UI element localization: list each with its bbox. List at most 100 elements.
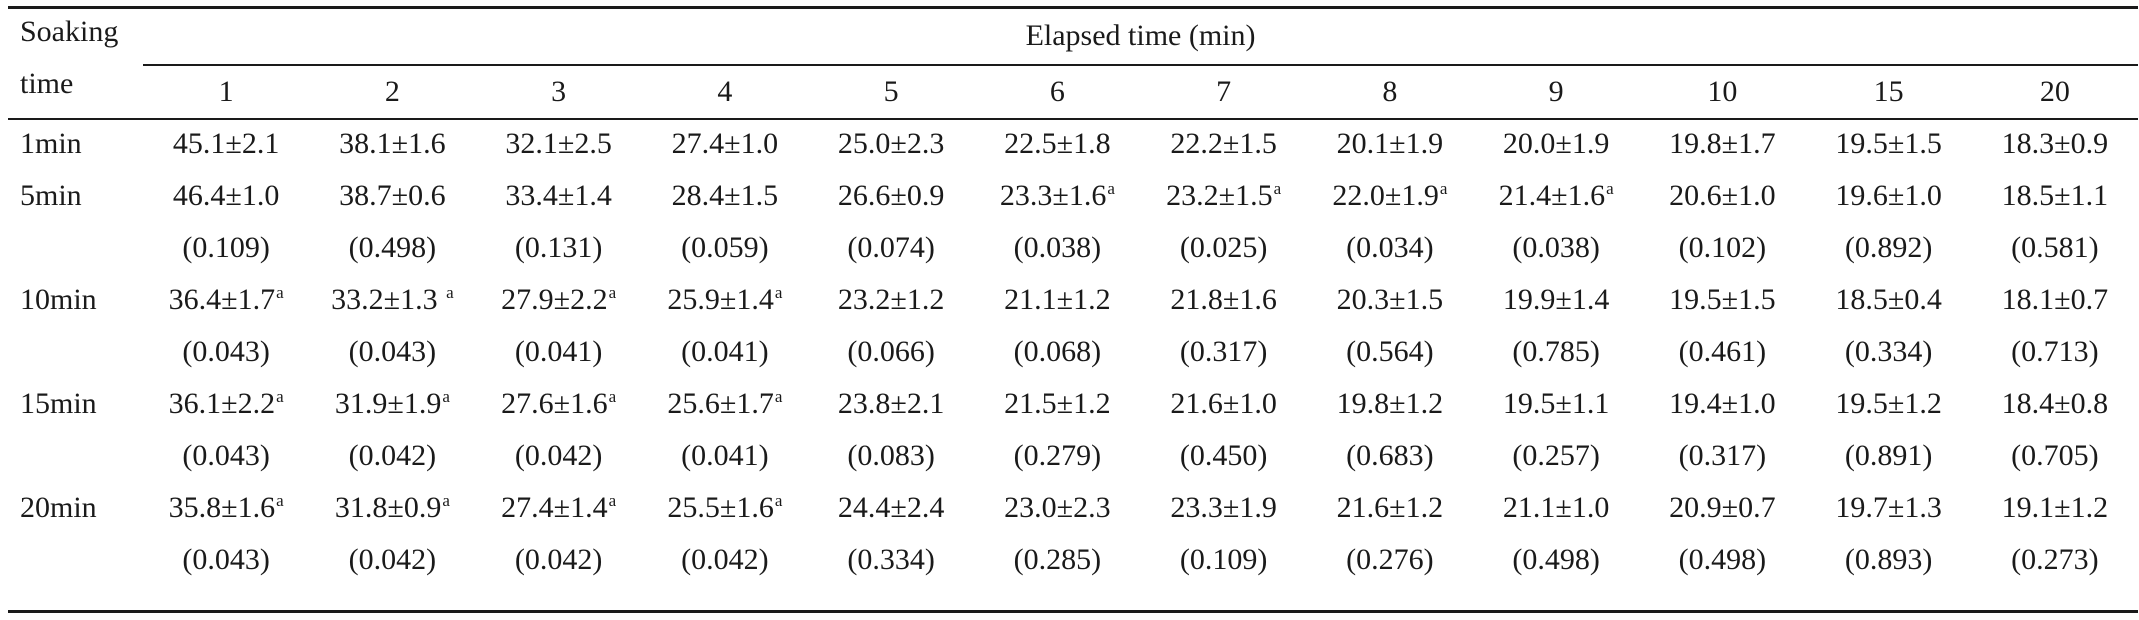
significance-mark: a: [774, 491, 783, 510]
value-cell: 18.3±0.9: [1972, 118, 2138, 170]
p-value-cell: (0.713): [2011, 335, 2099, 368]
value-cell: 19.4±1.0: [1639, 378, 1805, 430]
p-value-cell: (0.083): [847, 439, 935, 472]
value-cell: 19.8±1.7: [1639, 118, 1805, 170]
p-value-cell: (0.892): [1844, 231, 1933, 264]
row-label: 1min: [20, 127, 82, 160]
value-text: 27.4±1.4: [501, 491, 608, 524]
value-cell: 35.8±1.6a: [143, 482, 309, 534]
value-text: 20.3±1.5: [1336, 283, 1444, 316]
value-cell: 18.5±1.1: [1972, 170, 2138, 222]
value-text: 27.6±1.6: [501, 387, 608, 420]
column-header: 4: [717, 75, 733, 108]
value-text: 19.4±1.0: [1669, 387, 1776, 420]
p-value-cell: (0.279): [1013, 439, 1102, 472]
value-cell: 19.9±1.4: [1473, 274, 1639, 326]
p-value-cell: (0.276): [1346, 543, 1434, 576]
value-text: 18.4±0.8: [2001, 387, 2109, 420]
value-cell: 27.6±1.6a: [476, 378, 642, 430]
p-value-cell: (0.317): [1179, 335, 1268, 368]
p-value-cell: (0.257): [1512, 439, 1600, 472]
value-cell: 23.0±2.3: [974, 482, 1140, 534]
value-text: 46.4±1.0: [172, 179, 280, 212]
row-label: 15min: [20, 387, 97, 420]
value-text: 45.1±2.1: [172, 127, 280, 160]
row-label: 20min: [20, 491, 97, 524]
value-cell: 23.3±1.6a: [974, 170, 1140, 222]
p-value-cell: (0.705): [2011, 439, 2099, 472]
p-value-cell: (0.043): [182, 335, 270, 368]
table-row: 15min 36.1±2.2a 31.9±1.9a 27.6±1.6a 25.6±1.7…: [8, 378, 2138, 430]
value-cell: 25.9±1.4a: [642, 274, 808, 326]
value-text: 18.5±0.4: [1835, 283, 1942, 316]
value-cell: 31.8±0.9a: [309, 482, 475, 534]
p-value-cell: (0.581): [2011, 231, 2099, 264]
value-text: 21.6±1.2: [1336, 491, 1444, 524]
value-text: 27.4±1.0: [671, 127, 779, 160]
significance-mark: a: [1107, 179, 1115, 198]
significance-mark: a: [608, 387, 617, 406]
p-value-cell: (0.042): [348, 543, 437, 576]
p-value-cell: (0.109): [182, 231, 270, 264]
value-cell: 19.5±1.5: [1639, 274, 1805, 326]
value-cell: 18.5±0.4: [1806, 274, 1972, 326]
p-value-cell: (0.068): [1013, 335, 1102, 368]
value-text: 19.8±1.2: [1336, 387, 1444, 420]
value-text: 25.0±2.3: [837, 127, 945, 160]
p-value-cell: (0.042): [348, 439, 437, 472]
value-cell: 21.5±1.2: [974, 378, 1140, 430]
value-cell: 23.2±1.5a: [1141, 170, 1307, 222]
p-value-cell: (0.450): [1179, 439, 1268, 472]
data-table: Soaking time Elapsed time (min) 1 2 3 4 5 6 7 8…: [8, 6, 2138, 586]
value-text: 19.9±1.4: [1502, 283, 1610, 316]
value-text: 22.2±1.5: [1170, 127, 1277, 160]
column-header: 9: [1548, 75, 1564, 108]
spanner-rule: [143, 64, 2138, 66]
value-text: 19.1±1.2: [2001, 491, 2109, 524]
p-value-cell: (0.334): [1844, 335, 1933, 368]
value-text: 25.6±1.7: [667, 387, 774, 420]
header-row-columns: 1 2 3 4 5 6 7 8 9 10 15 20: [8, 66, 2138, 118]
spanner-header: Elapsed time (min): [1025, 19, 1256, 52]
p-value-cell: (0.785): [1512, 335, 1600, 368]
value-text: 21.6±1.0: [1170, 387, 1277, 420]
row-label-empty: [8, 534, 143, 586]
column-header: 20: [2039, 75, 2070, 108]
value-cell: 46.4±1.0: [143, 170, 309, 222]
value-cell: 21.1±1.2: [974, 274, 1140, 326]
p-value-cell: (0.034): [1346, 231, 1434, 264]
value-cell: 24.4±2.4: [808, 482, 974, 534]
significance-mark: a: [446, 283, 454, 302]
value-text: 23.0±2.3: [1004, 491, 1111, 524]
value-cell: 26.6±0.9: [808, 170, 974, 222]
value-text: 23.3±1.9: [1170, 491, 1277, 524]
p-value-row: (0.109) (0.498) (0.131) (0.059) (0.074) (0.03…: [8, 222, 2138, 274]
value-cell: 36.4±1.7a: [143, 274, 309, 326]
significance-mark: a: [442, 491, 450, 510]
value-cell: 27.4±1.0: [642, 118, 808, 170]
column-header: 15: [1873, 75, 1904, 108]
significance-mark: a: [608, 283, 617, 302]
p-value-cell: (0.893): [1844, 543, 1933, 576]
value-cell: 27.4±1.4a: [476, 482, 642, 534]
p-value-cell: (0.041): [681, 439, 769, 472]
value-text: 35.8±1.6: [168, 491, 276, 524]
p-value-cell: (0.334): [847, 543, 935, 576]
value-text: 20.0±1.9: [1502, 127, 1610, 160]
significance-mark: a: [774, 387, 783, 406]
value-cell: 38.1±1.6: [309, 118, 475, 170]
value-text: 21.4±1.6: [1498, 179, 1606, 212]
p-value-cell: (0.317): [1678, 439, 1767, 472]
row-label-empty: [8, 222, 143, 274]
value-text: 27.9±2.2: [501, 283, 608, 316]
table-row: 20min 35.8±1.6a 31.8±0.9a 27.4±1.4a 25.5±1.6…: [8, 482, 2138, 534]
value-cell: 23.8±2.1: [808, 378, 974, 430]
value-cell: 21.1±1.0: [1473, 482, 1639, 534]
value-text: 23.2±1.5: [1166, 179, 1273, 212]
p-value-cell: (0.041): [681, 335, 769, 368]
row-label: 10min: [20, 283, 97, 316]
value-text: 19.8±1.7: [1669, 127, 1776, 160]
p-value-cell: (0.498): [1512, 543, 1600, 576]
value-cell: 21.8±1.6: [1141, 274, 1307, 326]
value-text: 21.1±1.2: [1004, 283, 1111, 316]
